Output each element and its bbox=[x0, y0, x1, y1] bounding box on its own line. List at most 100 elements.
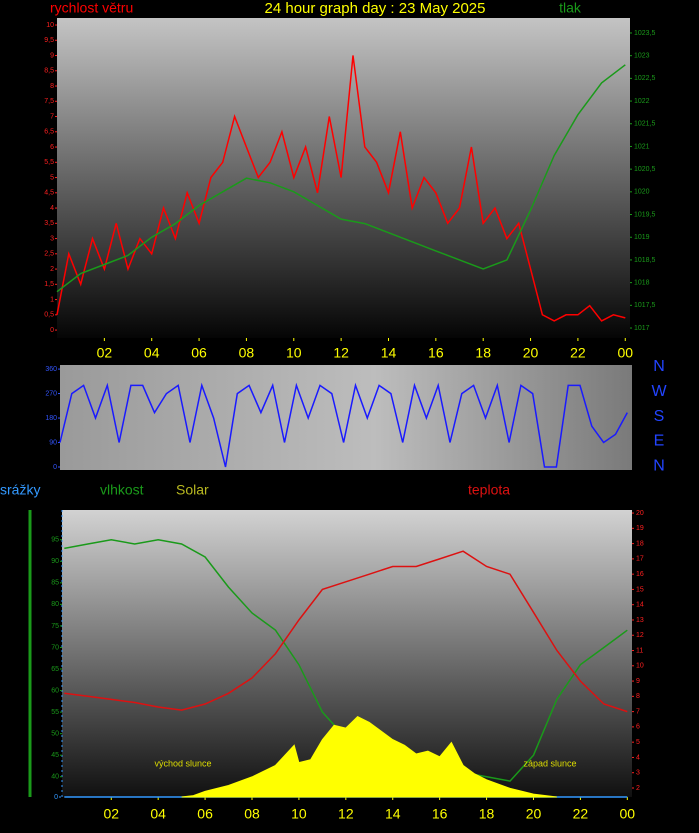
y-tick-label: 270 bbox=[45, 390, 57, 397]
y2-tick-label: 1023,5 bbox=[634, 30, 656, 37]
x-tick-label: 20 bbox=[526, 806, 542, 822]
y-tick-label: 3 bbox=[50, 235, 54, 242]
x-tick-label: 14 bbox=[381, 345, 397, 361]
y-tick-label: 8 bbox=[50, 83, 54, 90]
y-tick-label: 95 bbox=[51, 537, 59, 544]
y-tick-label: 0,5 bbox=[44, 312, 54, 319]
y2-tick-label: 9 bbox=[636, 678, 640, 685]
x-tick-label: 08 bbox=[239, 345, 255, 361]
x-tick-label: 08 bbox=[244, 806, 260, 822]
y2-tick-label: 1022 bbox=[634, 98, 650, 105]
y2-tick-label: 1019,5 bbox=[634, 211, 656, 218]
y-tick-label: 1,5 bbox=[44, 281, 54, 288]
y2-tick-label: 1020,5 bbox=[634, 166, 656, 173]
y-tick-label: 80 bbox=[51, 601, 59, 608]
annotation: východ slunce bbox=[154, 758, 211, 768]
y2-tick-label: 1019 bbox=[634, 234, 650, 241]
y-tick-label: 70 bbox=[51, 644, 59, 651]
y2-tick-label: 19 bbox=[636, 525, 644, 532]
y3-tick-label: 0 bbox=[54, 794, 58, 801]
x-tick-label: 22 bbox=[570, 345, 586, 361]
y-tick-label: 5 bbox=[50, 174, 54, 181]
y2-tick-label: 2 bbox=[636, 785, 640, 792]
x-tick-label: 12 bbox=[338, 806, 354, 822]
y-tick-label: 4,5 bbox=[44, 190, 54, 197]
y2-tick-label: 1021,5 bbox=[634, 121, 656, 128]
x-tick-label: 10 bbox=[291, 806, 307, 822]
y2-tick-label: 13 bbox=[636, 617, 644, 624]
line bbox=[64, 550, 628, 713]
y2-tick-label: 1017 bbox=[634, 325, 650, 332]
y-tick-label: 65 bbox=[51, 666, 59, 673]
y-tick-label: 9 bbox=[50, 52, 54, 59]
compass-label: W bbox=[651, 383, 667, 400]
compass-label: S bbox=[654, 408, 665, 425]
x-tick-label: 00 bbox=[617, 345, 633, 361]
line bbox=[56, 64, 626, 293]
annotation: západ slunce bbox=[523, 758, 576, 768]
compass-label: N bbox=[653, 358, 665, 375]
y2-tick-label: 18 bbox=[636, 540, 644, 547]
y2-tick-label: 12 bbox=[636, 632, 644, 639]
x-tick-label: 04 bbox=[150, 806, 166, 822]
x-tick-label: 02 bbox=[103, 806, 119, 822]
y2-tick-label: 1023 bbox=[634, 53, 650, 60]
y-tick-label: 9,5 bbox=[44, 37, 54, 44]
y-tick-label: 40 bbox=[51, 774, 59, 781]
y-tick-label: 7 bbox=[50, 113, 54, 120]
y-tick-label: 45 bbox=[51, 752, 59, 759]
series-label: tlak bbox=[559, 0, 582, 16]
x-tick-label: 02 bbox=[97, 345, 113, 361]
y-tick-label: 2 bbox=[50, 266, 54, 273]
y2-tick-label: 15 bbox=[636, 586, 644, 593]
x-tick-label: 16 bbox=[428, 345, 444, 361]
line bbox=[56, 55, 626, 322]
y-tick-label: 5,5 bbox=[44, 159, 54, 166]
x-tick-label: 20 bbox=[523, 345, 539, 361]
x-tick-label: 06 bbox=[197, 806, 213, 822]
line bbox=[59, 382, 628, 468]
y2-tick-label: 11 bbox=[636, 647, 643, 654]
y2-tick-label: 6 bbox=[636, 724, 640, 731]
x-tick-label: 14 bbox=[385, 806, 401, 822]
y2-tick-label: 1017,5 bbox=[634, 302, 656, 309]
compass-label: N bbox=[653, 457, 665, 474]
x-tick-label: 18 bbox=[475, 345, 491, 361]
y-tick-label: 2,5 bbox=[44, 251, 54, 258]
x-tick-label: 00 bbox=[620, 806, 636, 822]
x-tick-label: 12 bbox=[333, 345, 349, 361]
y-tick-label: 0 bbox=[53, 464, 57, 471]
y2-tick-label: 1018 bbox=[634, 279, 650, 286]
y2-tick-label: 1020 bbox=[634, 189, 650, 196]
y2-tick-label: 1018,5 bbox=[634, 257, 656, 264]
series-label: teplota bbox=[468, 482, 510, 498]
y-tick-label: 55 bbox=[51, 709, 59, 716]
y-tick-label: 0 bbox=[50, 327, 54, 334]
y2-tick-label: 5 bbox=[636, 739, 640, 746]
y-tick-label: 60 bbox=[51, 687, 59, 694]
y-tick-label: 90 bbox=[49, 439, 57, 446]
y2-tick-label: 8 bbox=[636, 693, 640, 700]
y2-tick-label: 16 bbox=[636, 571, 644, 578]
x-tick-label: 18 bbox=[479, 806, 495, 822]
y2-tick-label: 7 bbox=[636, 708, 640, 715]
area bbox=[181, 715, 557, 798]
x-tick-label: 06 bbox=[191, 345, 207, 361]
y2-tick-label: 10 bbox=[636, 663, 644, 670]
y2-tick-label: 1021 bbox=[634, 143, 650, 150]
y2-tick-label: 3 bbox=[636, 770, 640, 777]
y2-tick-label: 20 bbox=[636, 510, 644, 517]
x-tick-label: 16 bbox=[432, 806, 448, 822]
y-tick-label: 360 bbox=[45, 366, 57, 373]
y2-tick-label: 17 bbox=[636, 556, 644, 563]
y-tick-label: 180 bbox=[45, 415, 57, 422]
y-tick-label: 10 bbox=[46, 22, 54, 29]
y-tick-label: 7,5 bbox=[44, 98, 54, 105]
series-label: Solar bbox=[176, 482, 209, 498]
y2-tick-label: 1022,5 bbox=[634, 75, 656, 82]
y-tick-label: 8,5 bbox=[44, 68, 54, 75]
y-tick-label: 75 bbox=[51, 623, 59, 630]
series-label: srážky bbox=[0, 482, 40, 498]
plot-area bbox=[60, 365, 632, 470]
